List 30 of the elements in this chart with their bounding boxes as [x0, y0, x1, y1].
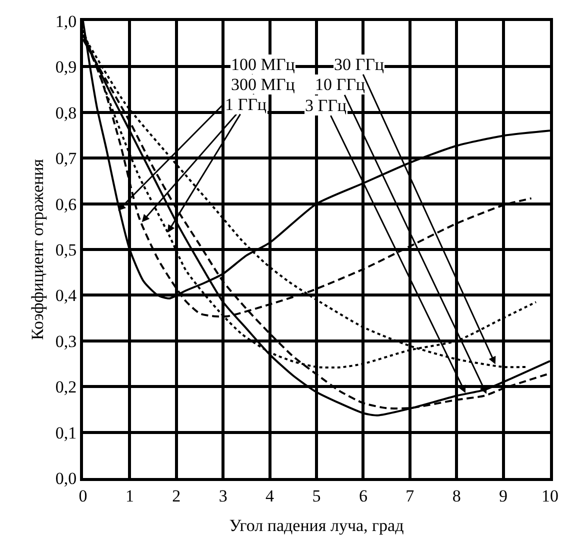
y-tick-label: 0,6 [55, 194, 77, 214]
x-tick-label: 0 [78, 486, 88, 506]
x-tick-label: 3 [218, 486, 228, 506]
annotation: 10 ГГц [315, 75, 366, 94]
x-tick-label: 8 [452, 486, 461, 506]
y-axis-title: Коэффициент отражения [28, 158, 47, 340]
annotation: 30 ГГц [334, 55, 384, 74]
y-tick-label: 0,8 [55, 103, 77, 122]
y-tick-label: 0,4 [55, 286, 78, 306]
x-axis-title: Угол падения луча, град [229, 516, 404, 535]
annotation: 3 ГГц [305, 96, 347, 115]
y-tick-label: 0,2 [55, 378, 77, 397]
x-tick-label: 1 [125, 486, 134, 506]
x-tick-label: 5 [312, 486, 321, 506]
y-tick-label: 0,3 [55, 332, 77, 351]
x-tick-label: 7 [406, 486, 415, 506]
y-tick-label: 0,0 [55, 468, 77, 488]
x-tick-label: 4 [266, 486, 275, 506]
y-tick-label: 0,7 [55, 149, 78, 168]
y-tick-label: 0,9 [55, 58, 77, 77]
y-tick-label: 1,0 [55, 12, 77, 31]
annotation: 300 МГц [231, 75, 295, 94]
annotation: 100 МГц [231, 55, 295, 74]
x-tick-label: 6 [358, 486, 368, 506]
x-tick-label: 2 [172, 486, 181, 506]
x-tick-label: 10 [542, 486, 558, 506]
x-tick-label: 9 [499, 486, 508, 506]
y-tick-label: 0,5 [55, 240, 77, 260]
y-tick-label: 0,1 [55, 423, 77, 442]
annotation: 1 ГГц [225, 95, 267, 114]
